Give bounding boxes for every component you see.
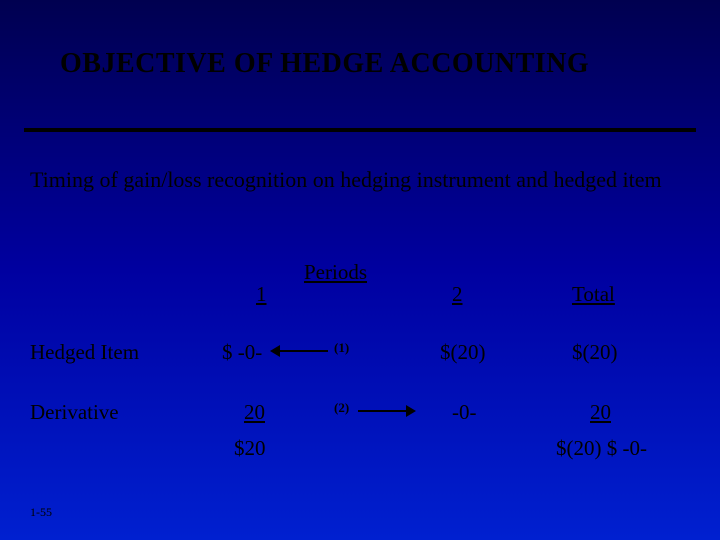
cell-derivative-period-1: 20 <box>244 400 265 425</box>
row-label-derivative: Derivative <box>30 400 119 425</box>
arrow-left-icon <box>280 350 328 352</box>
slide: OBJECTIVE OF HEDGE ACCOUNTING Timing of … <box>0 0 720 540</box>
column-group-header: Periods <box>304 260 367 285</box>
slide-title: OBJECTIVE OF HEDGE ACCOUNTING <box>60 48 680 80</box>
cell-derivative-period-2: -0- <box>452 400 477 425</box>
cell-hedged-item-period-2: $(20) <box>440 340 486 365</box>
column-header-period-1: 1 <box>256 282 267 307</box>
cell-hedged-item-total: $(20) <box>572 340 618 365</box>
slide-number: 1-55 <box>30 505 52 520</box>
title-underline <box>24 128 696 132</box>
cell-hedged-item-period-1: $ -0- <box>222 340 262 365</box>
sum-total: $(20) $ -0- <box>556 436 647 461</box>
footnote-marker-2: (2) <box>334 400 349 416</box>
sum-period-1: $20 <box>234 436 266 461</box>
footnote-marker-1: (1) <box>334 340 349 356</box>
column-header-period-2: 2 <box>452 282 463 307</box>
cell-derivative-total: 20 <box>590 400 611 425</box>
row-label-hedged-item: Hedged Item <box>30 340 139 365</box>
column-header-total: Total <box>572 282 615 307</box>
slide-subtitle: Timing of gain/loss recognition on hedgi… <box>30 162 690 197</box>
arrow-right-icon <box>358 410 406 412</box>
